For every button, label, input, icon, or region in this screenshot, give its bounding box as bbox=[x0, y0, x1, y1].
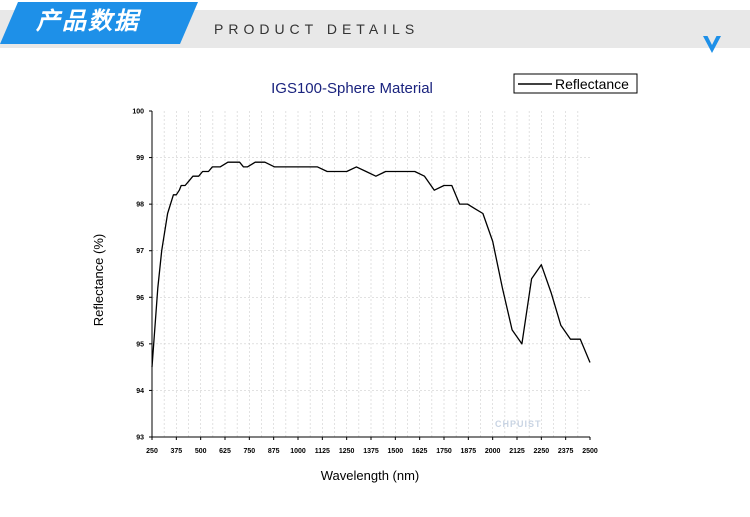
header-title: 产品数据 bbox=[36, 7, 140, 35]
x-tick-label: 625 bbox=[219, 448, 231, 455]
x-tick-label: 1500 bbox=[388, 448, 404, 455]
y-tick-labels: 93 94 95 96 97 98 99 100 bbox=[132, 109, 144, 442]
legend-label: Reflectance bbox=[555, 76, 629, 92]
y-tick-label: 99 bbox=[136, 155, 144, 162]
x-tick-label: 1000 bbox=[290, 448, 306, 455]
x-tick-label: 500 bbox=[195, 448, 207, 455]
y-axis-label: Reflectance (%) bbox=[91, 234, 106, 326]
x-tick-label: 1250 bbox=[339, 448, 355, 455]
chevron-v-icon bbox=[703, 36, 721, 53]
series-line-reflectance bbox=[151, 161, 591, 368]
y-tick-label: 93 bbox=[136, 435, 144, 442]
chart-title: IGS100-Sphere Material bbox=[271, 80, 433, 97]
header-tab bbox=[0, 2, 198, 44]
x-tick-label: 875 bbox=[268, 448, 280, 455]
watermark: CHPUIST bbox=[495, 419, 542, 429]
x-tick-label: 750 bbox=[243, 448, 255, 455]
x-tick-label: 1125 bbox=[315, 448, 330, 455]
legend: Reflectance bbox=[513, 73, 638, 94]
grid bbox=[152, 111, 590, 437]
x-tick-label: 2375 bbox=[558, 448, 574, 455]
y-tick-label: 98 bbox=[136, 202, 144, 209]
x-tick-label: 2000 bbox=[485, 448, 501, 455]
series-group bbox=[151, 161, 591, 368]
x-tick-labels: 250 375 500 625 750 875 1000 1125 1250 1375 1500 16… bbox=[146, 448, 598, 455]
y-tick-label: 97 bbox=[136, 248, 144, 255]
y-tick-label: 96 bbox=[136, 295, 144, 302]
x-tick-label: 1375 bbox=[363, 448, 379, 455]
x-tick-label: 375 bbox=[170, 448, 182, 455]
x-tick-label: 2250 bbox=[534, 448, 550, 455]
y-tick-label: 95 bbox=[136, 341, 144, 348]
y-tick-label: 94 bbox=[136, 388, 144, 395]
header-subtitle: PRODUCT DETAILS bbox=[214, 21, 420, 37]
axes bbox=[149, 110, 591, 440]
x-tick-label: 1875 bbox=[461, 448, 477, 455]
legend-box bbox=[513, 73, 638, 94]
x-tick-label: 2125 bbox=[509, 448, 525, 455]
y-tick-label: 100 bbox=[132, 109, 144, 116]
x-axis-label: Wavelength (nm) bbox=[321, 468, 420, 483]
x-tick-label: 1625 bbox=[412, 448, 428, 455]
x-tick-label: 250 bbox=[146, 448, 158, 455]
x-tick-label: 2500 bbox=[582, 448, 598, 455]
x-tick-label: 1750 bbox=[436, 448, 452, 455]
